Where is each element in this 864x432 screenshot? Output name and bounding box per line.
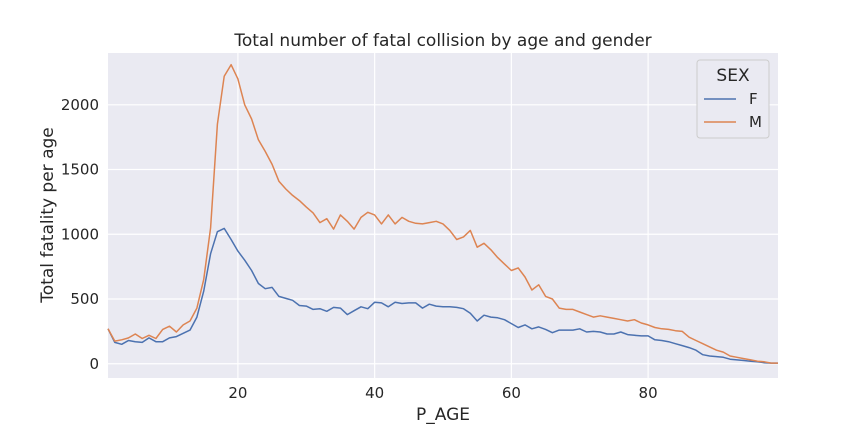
series-layer — [107, 63, 778, 364]
y-tick-label: 2000 — [61, 96, 99, 114]
legend-title: SEX — [716, 66, 750, 86]
y-tick-label: 0 — [89, 355, 99, 373]
x-tick-label: 40 — [365, 384, 384, 402]
tick-labels: 20 40 60 80 0 500 1000 1500 2000 — [61, 96, 658, 402]
legend-label-f: F — [749, 90, 758, 108]
chart-title: Total number of fatal collision by age a… — [233, 31, 651, 51]
x-tick-label: 20 — [228, 384, 247, 402]
plot-background — [108, 53, 778, 378]
y-tick-label: 1500 — [61, 161, 99, 179]
x-tick-label: 80 — [639, 384, 658, 402]
legend: SEX F M — [696, 59, 770, 139]
series-line-f — [107, 227, 778, 364]
y-tick-label: 1000 — [61, 225, 99, 243]
y-tick-label: 500 — [70, 290, 99, 308]
x-tick-label: 60 — [502, 384, 521, 402]
x-axis-title: P_AGE — [416, 405, 470, 425]
y-axis-title: Total fatality per age — [38, 127, 58, 303]
series-line-m — [107, 63, 778, 364]
legend-label-m: M — [749, 113, 762, 131]
gridlines — [108, 53, 778, 378]
